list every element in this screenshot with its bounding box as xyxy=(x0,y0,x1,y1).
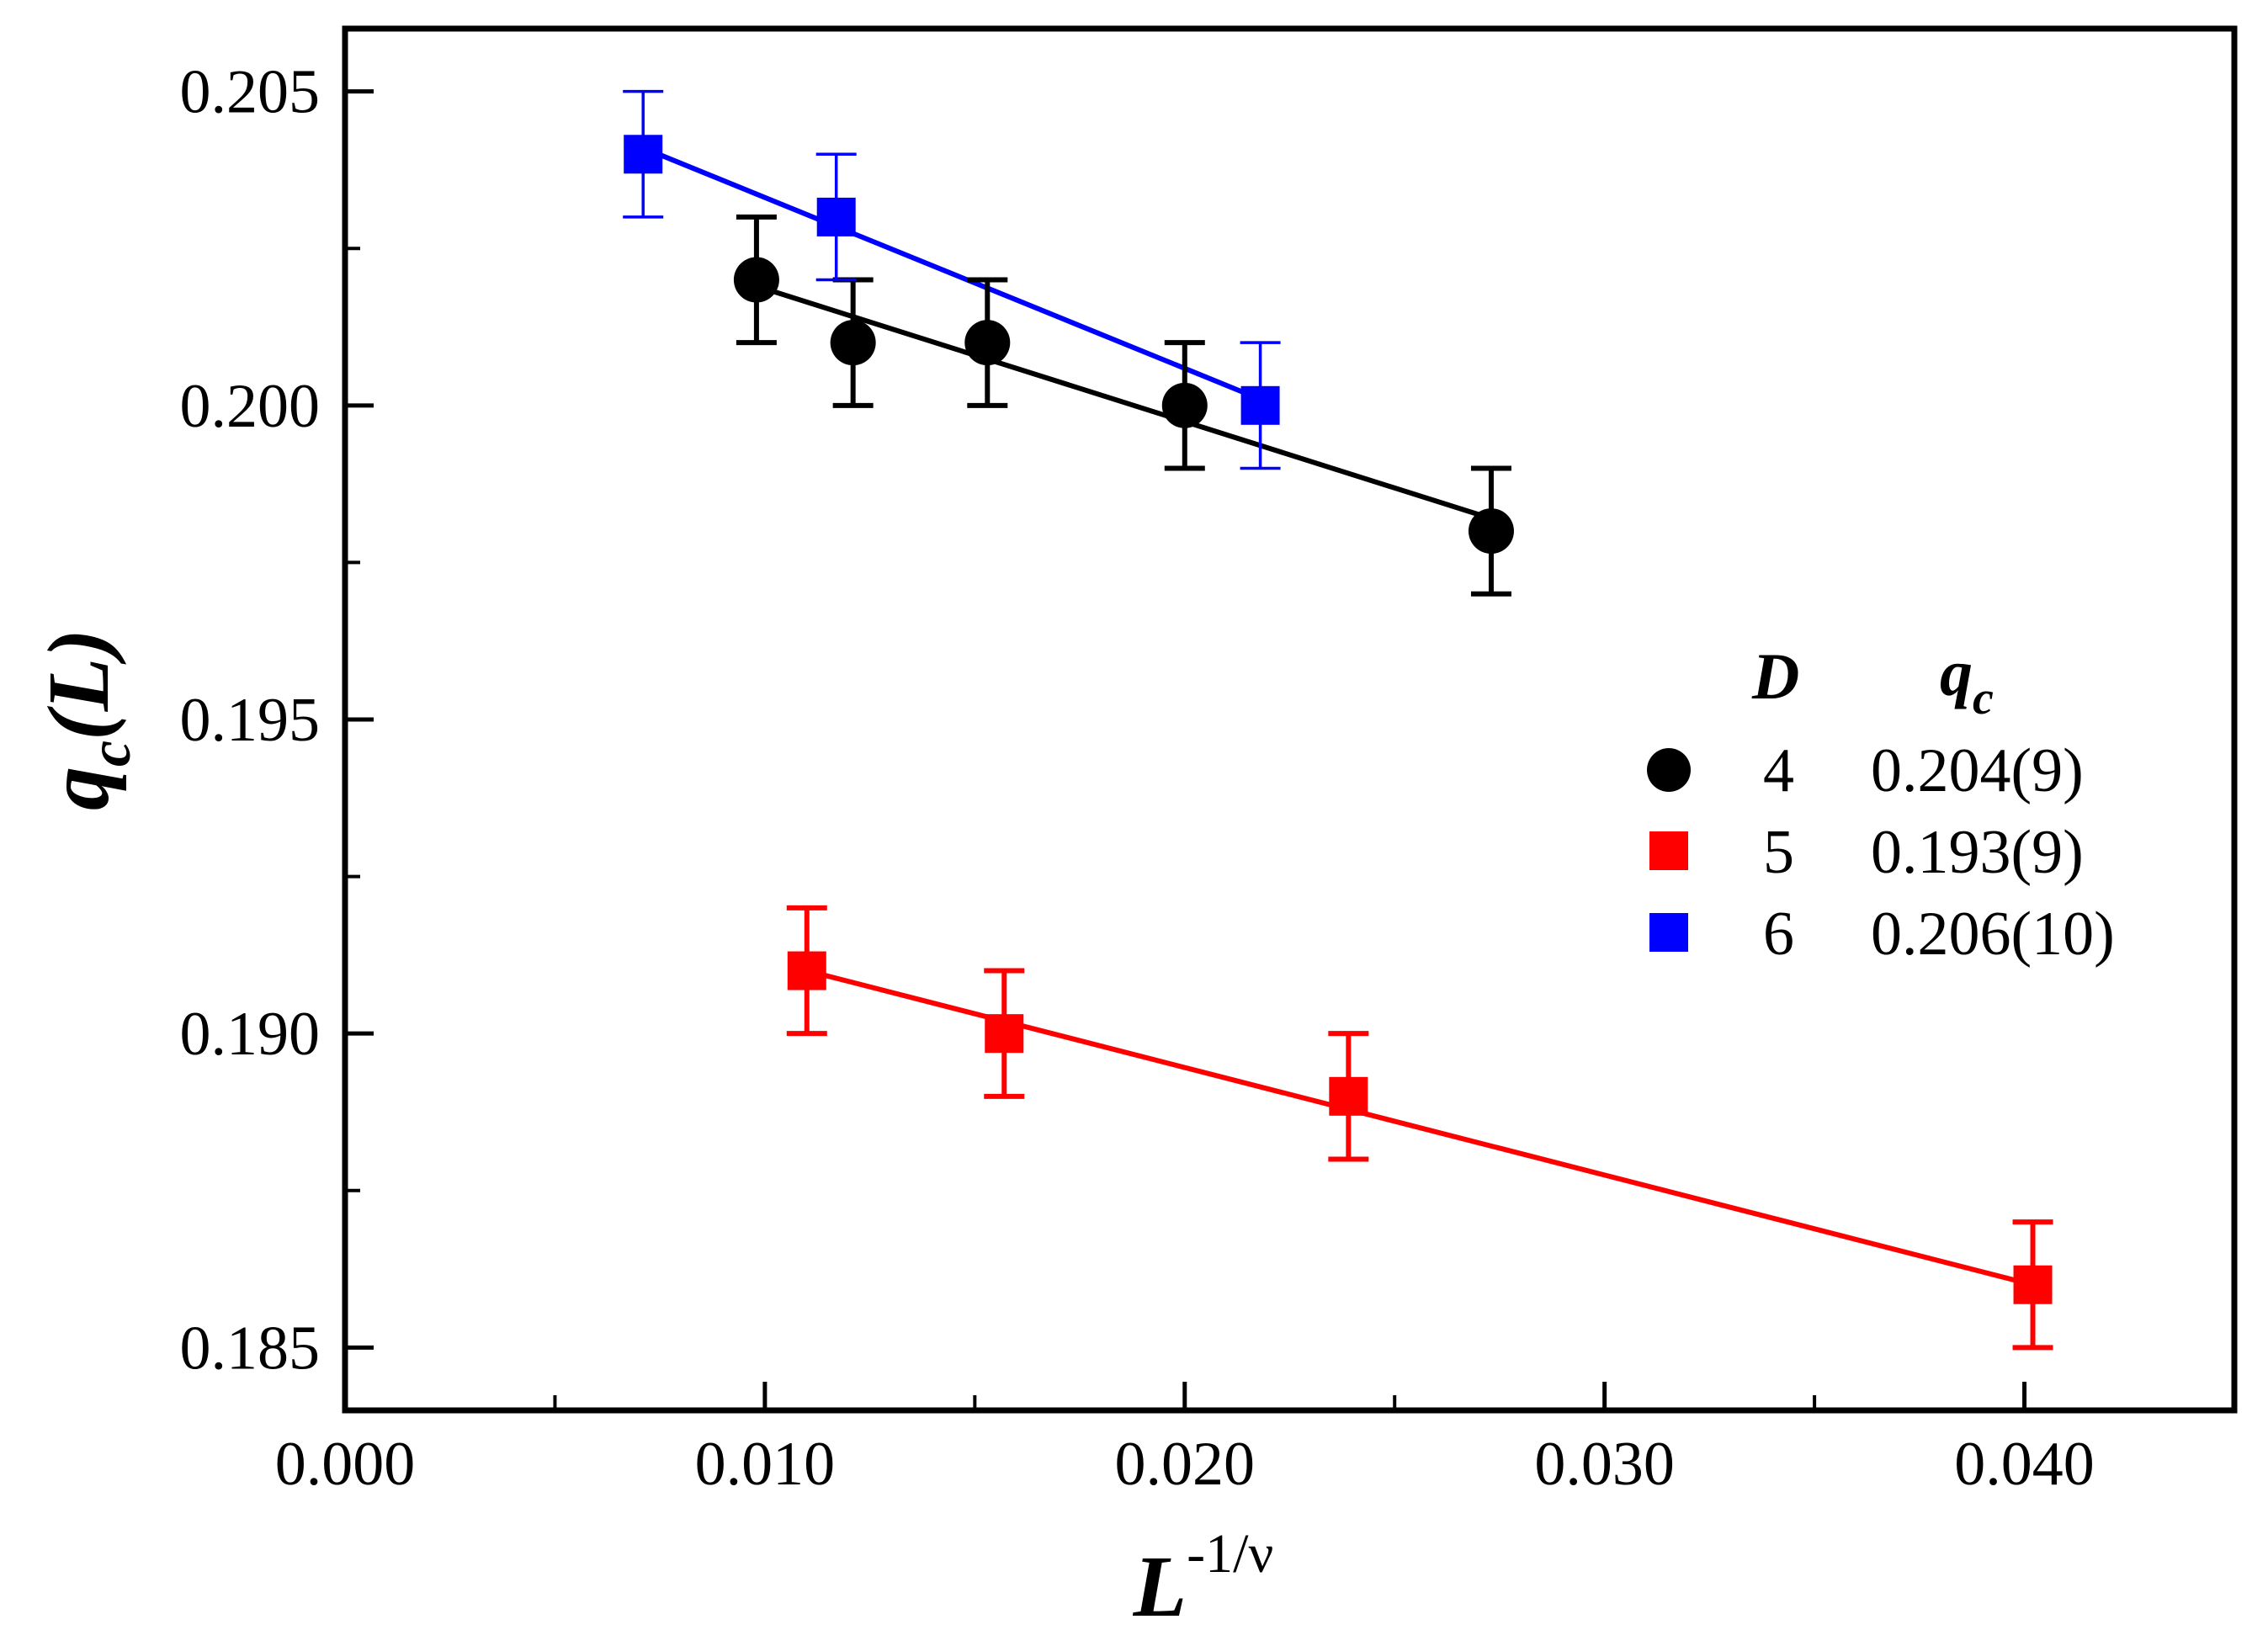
data-point-d5 xyxy=(2013,1265,2053,1304)
data-point-d5 xyxy=(1329,1076,1368,1116)
data-point-d6 xyxy=(624,135,663,174)
legend-d-value: 6 xyxy=(1763,900,1794,969)
x-tick-label: 0.010 xyxy=(695,1430,836,1499)
fit-line-d4 xyxy=(756,284,1492,522)
x-tick-label: 0.030 xyxy=(1534,1430,1675,1499)
y-tick-label: 0.190 xyxy=(180,1000,321,1069)
legend-marker-d4 xyxy=(1647,748,1691,792)
data-point-d4 xyxy=(1468,508,1514,555)
plot-frame xyxy=(342,25,2238,1414)
legend-marker-d6 xyxy=(1649,913,1688,952)
legend-qc-value: 0.206(10) xyxy=(1871,900,2115,969)
legend-marker-d5 xyxy=(1649,831,1688,870)
x-tick-label: 0.020 xyxy=(1115,1430,1256,1499)
legend-d-value: 4 xyxy=(1763,736,1794,805)
x-tick-labels: 0.000 0.010 0.020 0.030 0.040 xyxy=(275,1430,2095,1499)
legend-header-d: D xyxy=(1751,640,1799,713)
y-tick-labels: 0.185 0.190 0.195 0.200 0.205 xyxy=(180,58,321,1383)
legend-header-qc: qc xyxy=(1940,636,1994,725)
data-point-d6 xyxy=(816,197,856,236)
y-axis-title-subscript: c xyxy=(78,741,143,767)
x-tick-label: 0.000 xyxy=(275,1430,416,1499)
y-axis-title: qc(L) xyxy=(30,629,143,810)
data-point-d4 xyxy=(733,257,779,303)
x-tick-label: 0.040 xyxy=(1954,1430,2095,1499)
y-tick-label: 0.200 xyxy=(180,372,321,441)
y-axis-title-suffix: (L) xyxy=(30,629,127,741)
error-bars xyxy=(623,89,2053,1351)
data-point-d4 xyxy=(830,320,876,366)
x-axis-title-base: L xyxy=(1133,1538,1187,1630)
data-point-d5 xyxy=(985,1014,1024,1054)
legend-header-qc-base: q xyxy=(1940,636,1973,709)
legend-qc-value: 0.193(9) xyxy=(1871,818,2084,887)
legend-header-qc-sub: c xyxy=(1973,672,1994,725)
data-point-d4 xyxy=(1161,382,1208,428)
markers xyxy=(624,135,2053,1304)
legend-d-value: 5 xyxy=(1763,818,1794,887)
y-axis-title-base: q xyxy=(30,767,127,810)
x-axis-title-exponent: -1/ν xyxy=(1187,1523,1273,1585)
data-point-d4 xyxy=(964,320,1011,366)
x-axis-title: L-1/ν xyxy=(1133,1523,1274,1630)
data-point-d6 xyxy=(1240,385,1280,425)
legend-qc-value: 0.204(9) xyxy=(1871,736,2084,805)
y-tick-label: 0.185 xyxy=(180,1314,321,1383)
legend: D qc 4 0.204(9) 5 0.193(9) 6 0.206(10) xyxy=(1647,636,2115,969)
fit-line-d6 xyxy=(642,146,1261,402)
axis-ticks xyxy=(343,89,2027,1410)
data-point-d5 xyxy=(787,951,826,990)
y-tick-label: 0.195 xyxy=(180,686,321,755)
y-tick-label: 0.205 xyxy=(180,58,321,127)
